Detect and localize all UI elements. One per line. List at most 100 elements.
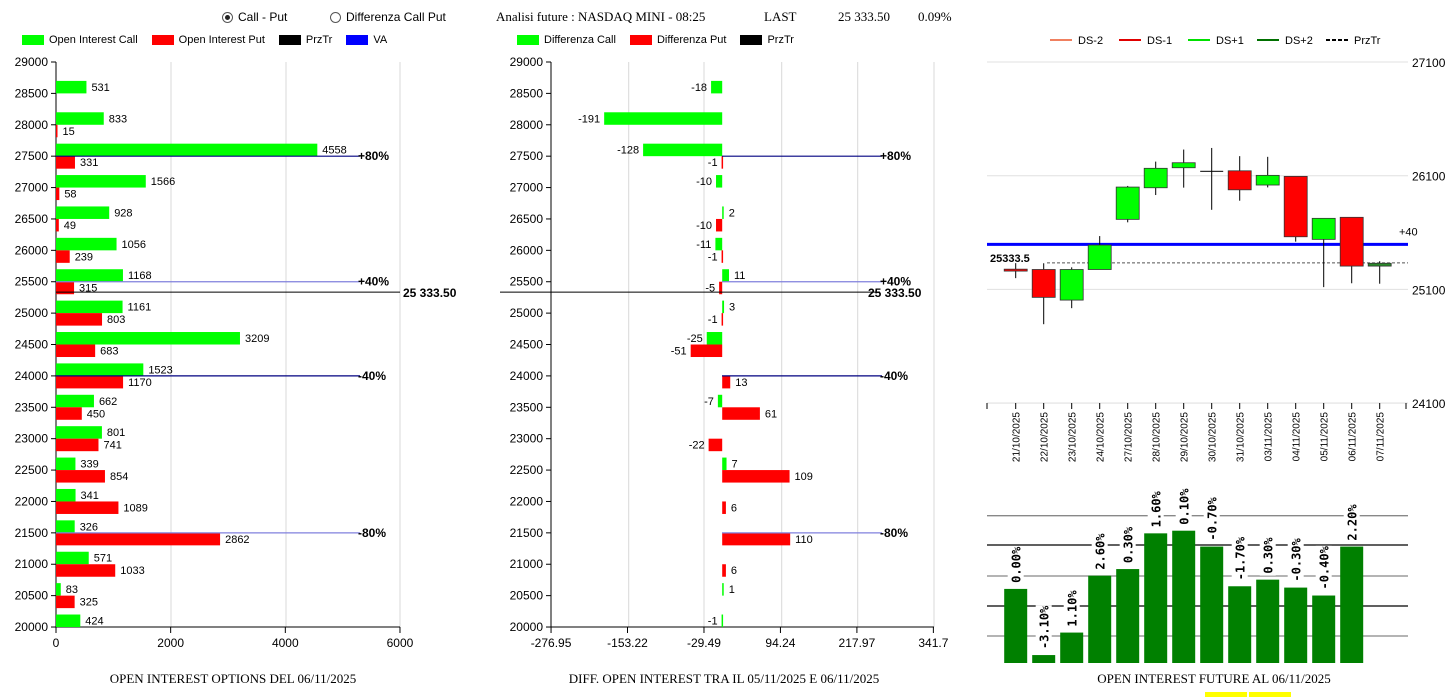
left-call-bar-label: 1056 [122,239,146,251]
left-y-tick-label: 22500 [15,463,49,477]
mid-put-bar [722,532,791,546]
left-call-bar-label: 928 [114,207,132,219]
mid-y-tick-label: 23500 [510,400,544,414]
mid-y-tick-label: 25000 [510,306,544,320]
mid-put-bar [721,313,724,326]
legend-left: Open Interest Call Open Interest Put PrzTr… [22,34,401,46]
legend-label: Differenza Put [656,34,727,46]
oi-label-background [1231,536,1248,583]
left-x-tick-label: 0 [53,636,60,650]
mid-y-tick-label: 27500 [510,149,544,163]
left-y-tick-label: 24500 [15,338,49,352]
left-put-bar-label: 239 [75,251,93,263]
oi-bar [1256,579,1280,663]
mid-put-bar [721,156,724,169]
candle-date-label: 07/11/2025 [1376,412,1387,462]
radio-label: Differenza Call Put [346,10,446,24]
left-level-label: +40% [358,275,389,289]
left-y-tick-label: 26500 [15,212,49,226]
mid-call-bar-label: -18 [691,82,707,94]
mid-call-bar-label: 11 [734,270,745,282]
left-call-bar [56,614,81,628]
candle-date-label: 21/10/2025 [1012,412,1023,462]
oi-label-background [1063,590,1080,629]
title-right-chart: OPEN INTEREST FUTURE AL 06/11/2025 [1097,671,1331,686]
mid-x-tick-label: -29.49 [687,636,721,650]
candle-body [1031,269,1056,298]
radio-call-put[interactable]: Call - Put [222,10,287,24]
legend-swatch [629,35,652,45]
oi-bar-label: -0.40% [1318,545,1332,589]
candle-date-label: 22/10/2025 [1040,412,1051,462]
oi-bar [1116,569,1140,663]
mid-call-bar [706,332,723,345]
left-put-bar [56,375,124,389]
candle-date-label: 29/10/2025 [1180,412,1191,462]
legend-label: DS+2 [1285,35,1313,47]
mid-put-bar [690,344,723,358]
highlight-mark [1205,692,1247,697]
left-put-bar-label: 1170 [128,377,152,389]
left-y-tick-label: 22000 [15,494,49,508]
oi-bar-label: -0.70% [1206,496,1220,540]
left-put-bar-label: 49 [64,220,76,232]
candle-body [1227,170,1252,191]
candle-date-label: 24/10/2025 [1096,412,1107,462]
legend-mid: Differenza Call Differenza Put PrzTr [517,34,808,46]
left-y-tick-label: 29000 [15,55,49,69]
oi-label-background [1147,490,1164,530]
mid-put-bar-label: -1 [708,157,718,169]
legend-label: DS-2 [1078,35,1103,47]
mid-call-bar-label: -191 [578,113,600,125]
legend-item: Differenza Put [629,34,727,46]
left-y-tick-label: 24000 [15,369,49,383]
left-x-tick-label: 6000 [387,636,414,650]
mid-call-bar-label: -128 [617,145,639,157]
oi-bar-label: -1.70% [1234,536,1248,580]
mid-call-bar [721,614,724,628]
mid-call-bar-label: -11 [696,239,711,251]
left-call-bar-label: 424 [85,616,103,628]
left-przTr-label: 25 333.50 [403,286,457,300]
mid-level-label: -80% [880,526,908,540]
oi-bar [1228,586,1252,663]
candle-body [1059,269,1084,301]
last-label: LAST [764,9,797,24]
left-y-tick-label: 27000 [15,181,49,195]
oi-label-background [1119,526,1136,566]
mid-level-label: -40% [880,369,908,383]
oi-bar-label: -3.10% [1038,605,1052,649]
legend-label: VA [373,34,388,46]
radio-differenza-call-put[interactable]: Differenza Call Put [330,10,446,24]
mid-x-tick-label: 217.97 [839,636,876,650]
mid-put-bar-label: 61 [765,408,777,420]
left-put-bar-label: 803 [107,314,125,326]
left-call-bar [56,80,87,94]
mid-call-bar [711,80,723,94]
left-put-bar-label: 1033 [120,565,144,577]
radio-label: Call - Put [238,10,288,24]
candle-date-label: 04/11/2025 [1292,412,1303,462]
left-call-bar [56,520,75,533]
candle-body [1171,162,1196,169]
left-call-bar [56,143,318,157]
left-call-bar [56,394,94,408]
left-put-bar [56,344,96,358]
oi-label-background [1203,496,1220,543]
mid-call-bar [722,269,729,282]
legend-item: Open Interest Put [151,34,265,46]
left-call-bar [56,112,104,125]
mid-y-tick-label: 20500 [510,589,544,603]
legend-item: PrzTr [278,34,332,46]
mid-y-tick-label: 21500 [510,526,544,540]
oi-bar-label: 2.20% [1346,504,1360,541]
mid-put-bar [721,250,724,263]
oi-bar [1032,655,1056,663]
radio-indicator [222,11,233,23]
candle-date-label: 23/10/2025 [1068,412,1079,462]
mid-put-bar-label: 6 [731,565,737,577]
legend-item: VA [346,34,387,46]
left-y-tick-label: 23000 [15,432,49,446]
left-call-bar-label: 662 [99,396,117,408]
legend-item: Open Interest Call [22,34,138,46]
